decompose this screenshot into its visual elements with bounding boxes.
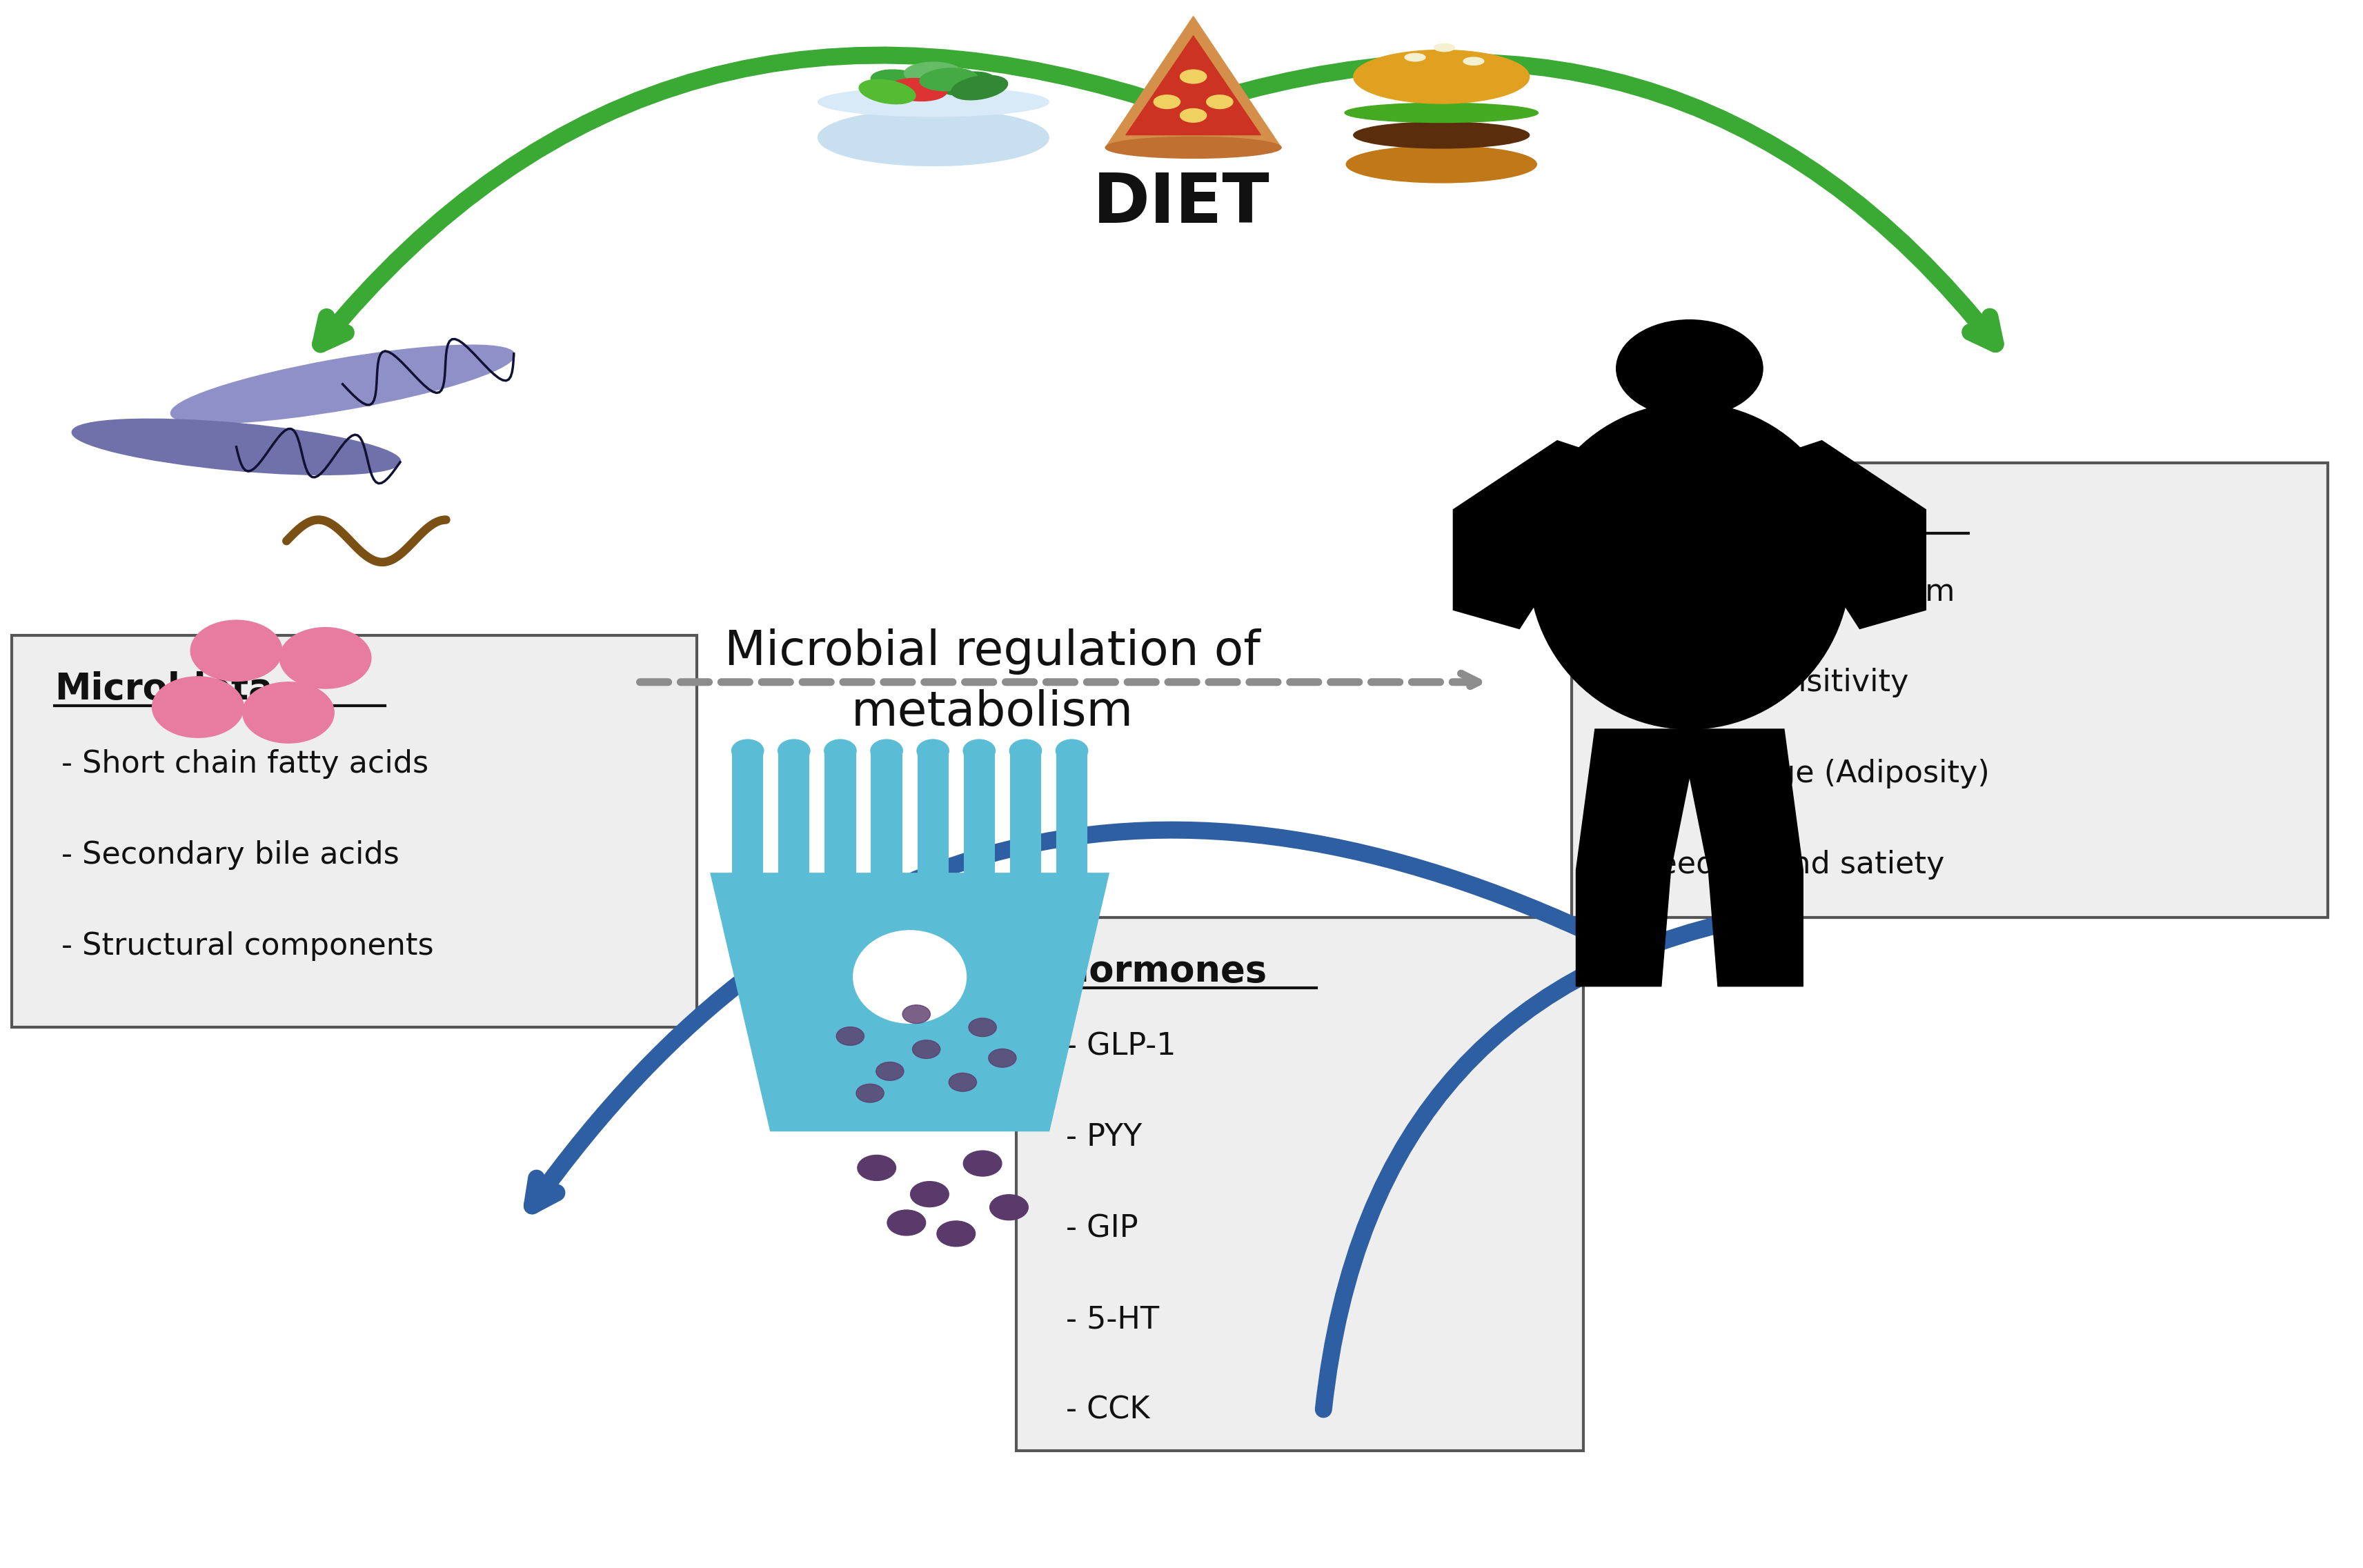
Text: - PYY: - PYY: [1066, 1123, 1141, 1152]
Polygon shape: [1529, 403, 1850, 729]
Polygon shape: [733, 751, 763, 873]
Ellipse shape: [1179, 108, 1207, 122]
Ellipse shape: [938, 72, 995, 96]
Circle shape: [281, 627, 371, 688]
Circle shape: [837, 1027, 865, 1046]
Text: - Short chain fatty acids: - Short chain fatty acids: [61, 750, 428, 779]
Ellipse shape: [919, 67, 978, 91]
Polygon shape: [1680, 729, 1803, 986]
Ellipse shape: [1106, 136, 1281, 158]
Circle shape: [855, 1083, 884, 1102]
Ellipse shape: [1153, 96, 1179, 108]
Circle shape: [903, 1005, 931, 1024]
Ellipse shape: [1056, 740, 1087, 762]
Circle shape: [964, 1151, 1002, 1176]
Circle shape: [154, 677, 243, 737]
Text: - Insulin sensitivity: - Insulin sensitivity: [1621, 668, 1909, 698]
Polygon shape: [919, 751, 948, 873]
Ellipse shape: [1009, 740, 1042, 762]
Polygon shape: [964, 751, 995, 873]
Ellipse shape: [853, 931, 966, 1022]
Circle shape: [1616, 320, 1763, 417]
Ellipse shape: [73, 419, 399, 475]
Ellipse shape: [860, 80, 914, 103]
Text: - Feeding and satiety: - Feeding and satiety: [1621, 850, 1945, 880]
Ellipse shape: [964, 740, 995, 762]
Circle shape: [990, 1195, 1028, 1220]
Ellipse shape: [818, 110, 1049, 166]
Ellipse shape: [1207, 96, 1233, 108]
Polygon shape: [711, 873, 1108, 1131]
Text: Metabolism: Metabolism: [1614, 499, 1853, 535]
Polygon shape: [1011, 751, 1040, 873]
Polygon shape: [1125, 36, 1262, 135]
Polygon shape: [1106, 16, 1281, 147]
Text: - Structural components: - Structural components: [61, 931, 435, 961]
Ellipse shape: [872, 69, 929, 94]
Ellipse shape: [825, 740, 855, 762]
Polygon shape: [1765, 441, 1926, 629]
Ellipse shape: [1406, 53, 1425, 61]
Polygon shape: [1056, 751, 1087, 873]
FancyBboxPatch shape: [1016, 917, 1583, 1450]
Ellipse shape: [1347, 146, 1536, 183]
Text: - Fat storage (Adiposity): - Fat storage (Adiposity): [1621, 759, 1990, 789]
Ellipse shape: [1345, 103, 1538, 122]
Ellipse shape: [1354, 122, 1529, 149]
Ellipse shape: [1434, 44, 1456, 52]
Text: - GLP-1: - GLP-1: [1066, 1032, 1177, 1062]
Text: Hormones: Hormones: [1059, 953, 1267, 989]
Text: Microbiota: Microbiota: [54, 671, 272, 707]
Polygon shape: [825, 751, 855, 873]
Text: - Secondary bile acids: - Secondary bile acids: [61, 840, 399, 870]
Circle shape: [191, 621, 281, 681]
Circle shape: [877, 1062, 903, 1080]
Circle shape: [936, 1221, 976, 1247]
Circle shape: [969, 1018, 997, 1036]
Ellipse shape: [888, 78, 948, 100]
Polygon shape: [780, 751, 808, 873]
Ellipse shape: [733, 740, 763, 762]
Text: - 5-HT: - 5-HT: [1066, 1305, 1158, 1334]
Ellipse shape: [952, 75, 1007, 100]
Text: - Glucose metabolism: - Glucose metabolism: [1621, 577, 1954, 607]
Polygon shape: [1576, 729, 1699, 986]
FancyBboxPatch shape: [1571, 463, 2328, 917]
Ellipse shape: [170, 345, 515, 423]
Circle shape: [910, 1181, 950, 1207]
Ellipse shape: [1354, 50, 1529, 103]
Circle shape: [243, 682, 333, 743]
FancyBboxPatch shape: [12, 635, 697, 1027]
Polygon shape: [872, 751, 903, 873]
Text: - CCK: - CCK: [1066, 1396, 1148, 1425]
Ellipse shape: [872, 740, 903, 762]
Ellipse shape: [777, 740, 811, 762]
Circle shape: [912, 1040, 940, 1058]
Circle shape: [858, 1156, 896, 1181]
Ellipse shape: [1463, 58, 1484, 66]
Ellipse shape: [917, 740, 948, 762]
Circle shape: [988, 1049, 1016, 1068]
Text: - GIP: - GIP: [1066, 1214, 1139, 1243]
Ellipse shape: [818, 88, 1049, 116]
Text: Microbial regulation of
metabolism: Microbial regulation of metabolism: [725, 629, 1259, 735]
Text: DIET: DIET: [1094, 171, 1269, 237]
Ellipse shape: [905, 63, 962, 85]
Circle shape: [886, 1210, 926, 1236]
Circle shape: [950, 1073, 976, 1091]
Polygon shape: [1453, 441, 1614, 629]
Ellipse shape: [1179, 71, 1207, 83]
